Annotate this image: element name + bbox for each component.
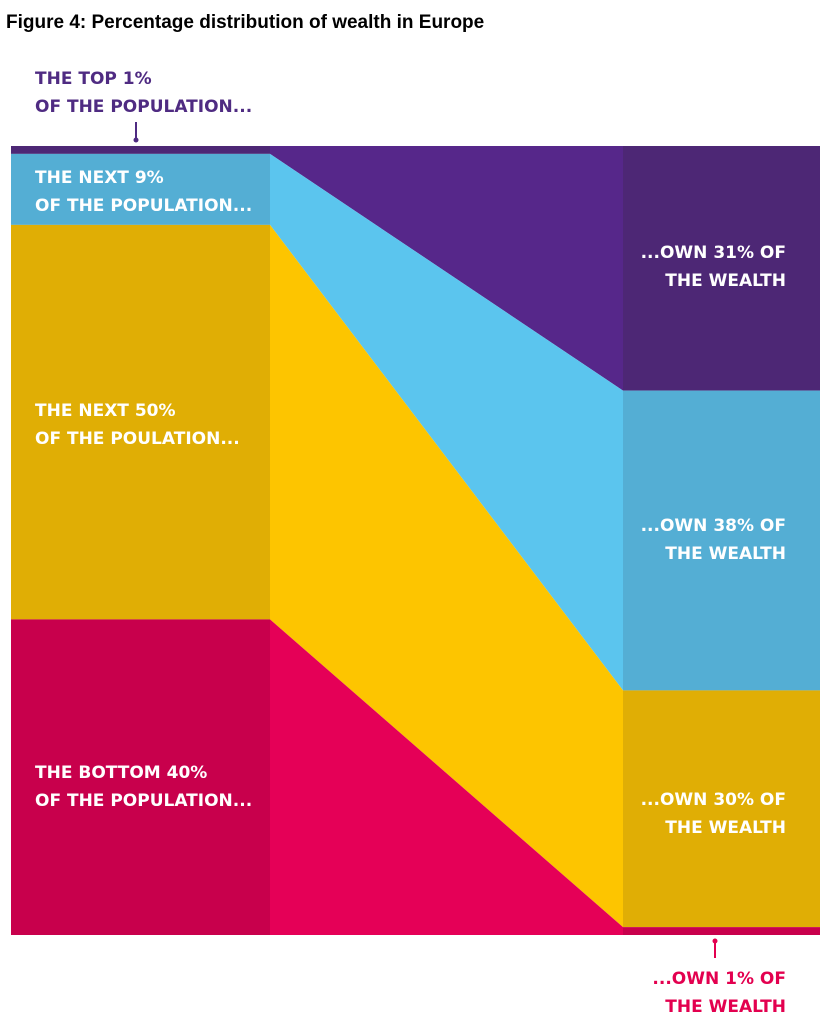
wealth-pointer-bottom40-dot xyxy=(712,938,718,944)
wealth-label-next9: ...OWN 38% OF THE WEALTH xyxy=(641,516,786,564)
chart-shapes xyxy=(11,146,820,935)
population-label-next50: THE NEXT 50% OF THE POULATION... xyxy=(35,401,240,449)
population-block-next9 xyxy=(11,153,270,225)
population-block-top1 xyxy=(11,146,270,154)
chart-labels: THE TOP 1% OF THE POPULATION... THE NEXT 9… xyxy=(35,69,786,1017)
wealth-label-next50: ...OWN 30% OF THE WEALTH xyxy=(641,790,786,838)
population-block-bottom40 xyxy=(11,619,270,935)
flow-band-top1 xyxy=(270,146,623,391)
wealth-label-top1: ...OWN 31% OF THE WEALTH xyxy=(641,243,786,291)
wealth-label-bottom40: ...OWN 1% OF THE WEALTH xyxy=(652,969,786,1017)
population-pointer-top1-dot xyxy=(133,137,139,143)
population-label-bottom40: THE BOTTOM 40% OF THE POPULATION... xyxy=(35,763,252,811)
population-block-next50 xyxy=(11,224,270,620)
flow-band-next9 xyxy=(270,153,623,691)
population-label-next9: THE NEXT 9% OF THE POPULATION... xyxy=(35,168,252,216)
flow-band-next50 xyxy=(270,224,623,928)
wealth-block-top1 xyxy=(623,146,820,391)
population-label-top1: THE TOP 1% OF THE POPULATION... xyxy=(35,69,252,117)
figure-title: Figure 4: Percentage distribution of wea… xyxy=(6,12,485,33)
wealth-block-next50 xyxy=(623,690,820,928)
flow-band-bottom40 xyxy=(270,619,623,935)
wealth-block-bottom40 xyxy=(623,927,820,935)
wealth-block-next9 xyxy=(623,390,820,691)
